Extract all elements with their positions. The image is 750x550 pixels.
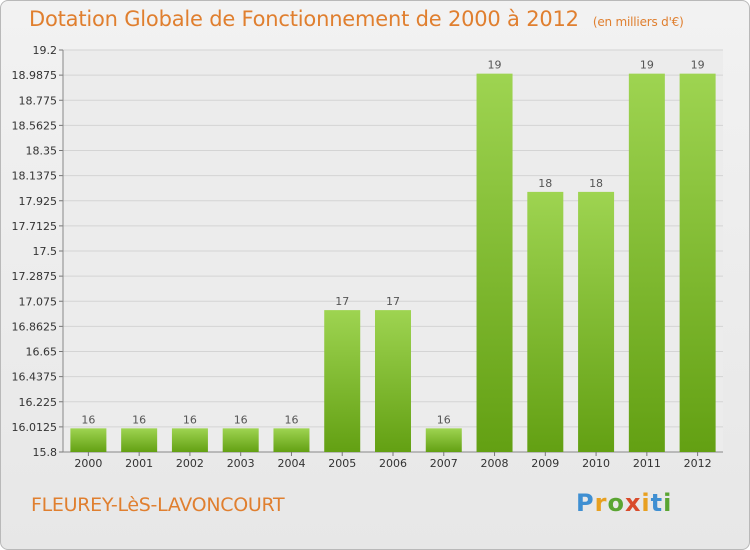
y-tick-label: 18.5625 xyxy=(12,119,58,132)
bar xyxy=(527,191,564,452)
y-tick-label: 17.7125 xyxy=(12,220,58,233)
bar xyxy=(171,428,208,452)
y-tick-label: 17.5 xyxy=(33,245,58,258)
y-tick-label: 19.2 xyxy=(33,44,58,57)
y-tick-label: 16.4375 xyxy=(12,371,58,384)
y-tick-label: 16.0125 xyxy=(12,421,58,434)
x-tick-label: 2005 xyxy=(328,457,356,470)
bar xyxy=(70,428,107,452)
bar-value-label: 16 xyxy=(81,413,95,426)
bar-value-label: 19 xyxy=(691,59,705,72)
y-tick-label: 17.075 xyxy=(19,295,58,308)
bar xyxy=(425,428,462,452)
bar-value-label: 17 xyxy=(335,295,349,308)
bar-value-label: 19 xyxy=(640,59,654,72)
chart-unit: (en milliers d'€) xyxy=(592,15,684,29)
bar xyxy=(273,428,310,452)
x-tick-label: 2009 xyxy=(531,457,559,470)
bar-value-label: 18 xyxy=(538,177,552,190)
bar-value-label: 16 xyxy=(183,413,197,426)
bar xyxy=(222,428,259,452)
chart-title-text: Dotation Globale de Fonctionnement de 20… xyxy=(29,7,579,31)
y-tick-label: 17.925 xyxy=(19,195,58,208)
bar-value-label: 18 xyxy=(589,177,603,190)
bar xyxy=(628,73,665,452)
y-tick-label: 16.225 xyxy=(19,396,58,409)
x-tick-label: 2002 xyxy=(176,457,204,470)
bar-value-label: 17 xyxy=(386,295,400,308)
y-tick-label: 18.9875 xyxy=(12,69,58,82)
x-tick-label: 2008 xyxy=(481,457,509,470)
bar-value-label: 16 xyxy=(437,413,451,426)
x-tick-label: 2011 xyxy=(633,457,661,470)
y-tick-label: 16.65 xyxy=(26,346,58,359)
bar xyxy=(121,428,158,452)
bar-value-label: 16 xyxy=(132,413,146,426)
place-name: FLEUREY-LèS-LAVONCOURT xyxy=(31,494,285,516)
y-tick-label: 17.2875 xyxy=(12,270,58,283)
bar xyxy=(324,310,361,452)
bar-value-label: 19 xyxy=(488,59,502,72)
x-tick-label: 2001 xyxy=(125,457,153,470)
y-tick-label: 18.1375 xyxy=(12,170,58,183)
chart-title: Dotation Globale de Fonctionnement de 20… xyxy=(29,7,684,31)
bar-value-label: 16 xyxy=(284,413,298,426)
proxiti-logo: Proxiti xyxy=(576,489,673,517)
bar xyxy=(375,310,411,452)
y-tick-label: 18.775 xyxy=(19,94,58,107)
y-tick-label: 16.8625 xyxy=(12,320,58,333)
x-tick-label: 2007 xyxy=(430,457,458,470)
y-tick-label: 18.35 xyxy=(26,145,58,158)
x-tick-label: 2012 xyxy=(684,457,712,470)
bar xyxy=(476,73,513,452)
bar xyxy=(679,73,716,452)
x-tick-label: 2003 xyxy=(227,457,255,470)
bar-value-label: 16 xyxy=(234,413,248,426)
x-tick-label: 2000 xyxy=(74,457,102,470)
x-tick-label: 2010 xyxy=(582,457,610,470)
x-tick-label: 2006 xyxy=(379,457,407,470)
bar xyxy=(578,191,615,452)
y-tick-label: 15.8 xyxy=(33,446,58,459)
x-tick-label: 2004 xyxy=(277,457,305,470)
